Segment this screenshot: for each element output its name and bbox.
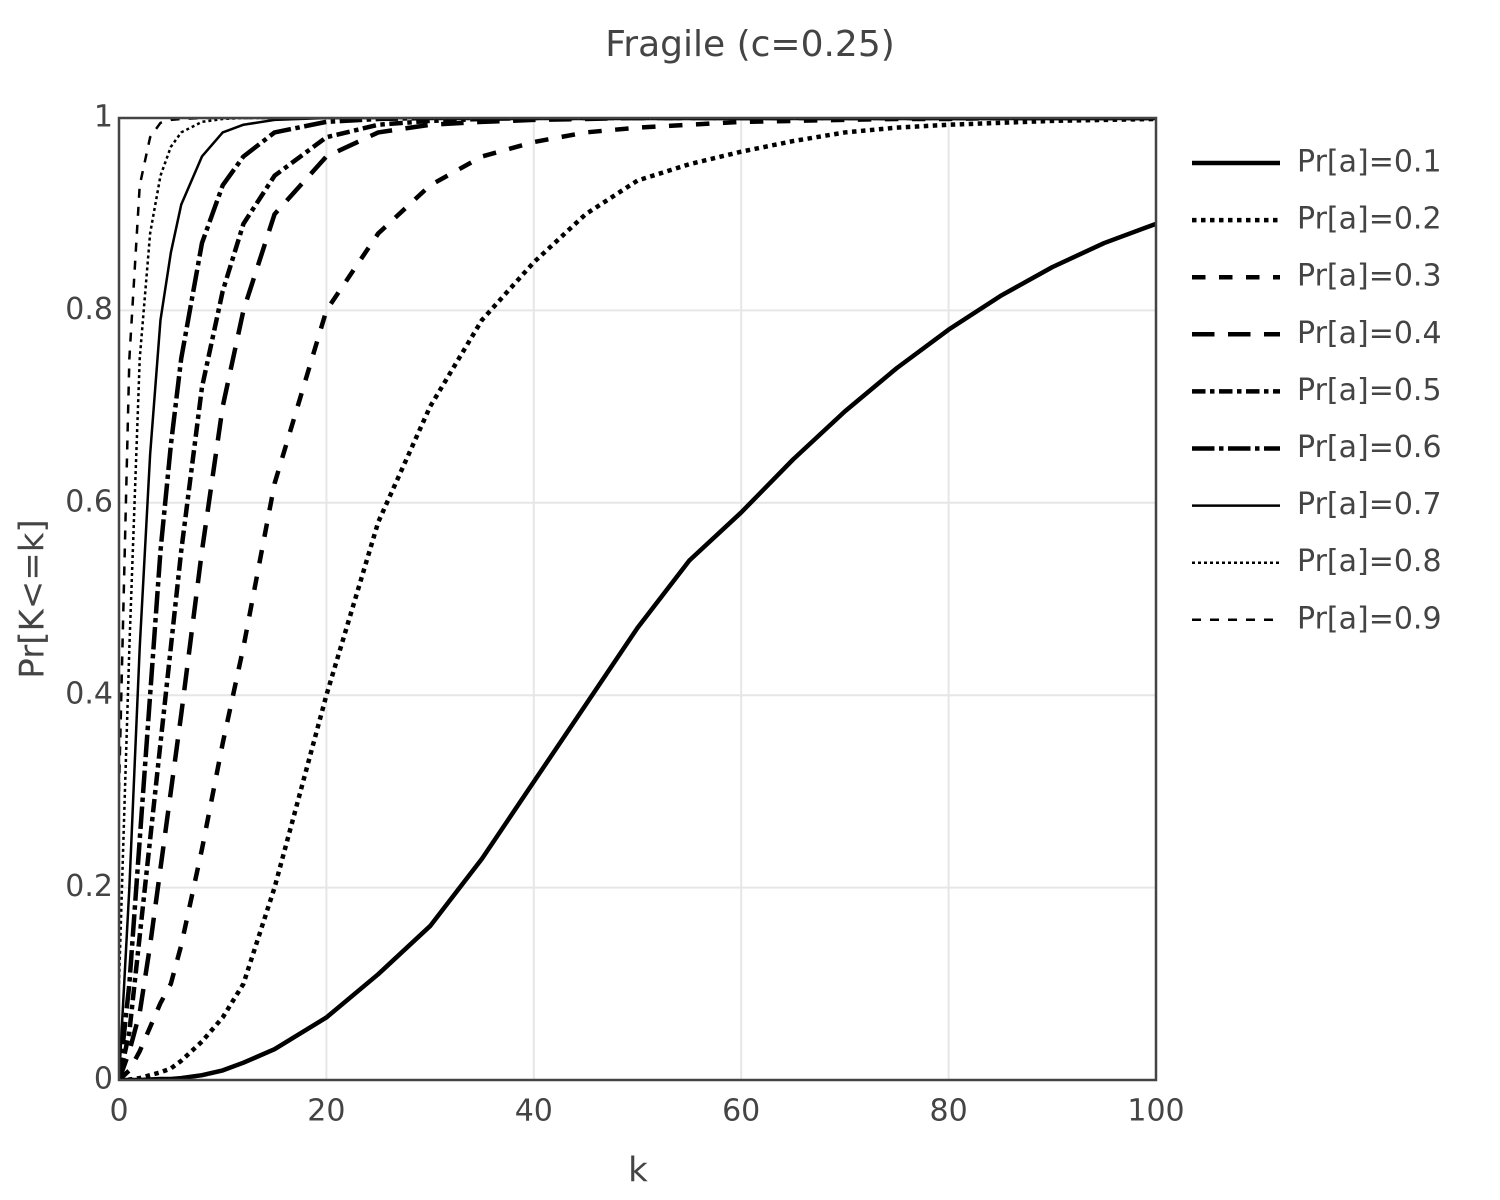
plot-frame xyxy=(117,116,1158,1082)
series-line xyxy=(119,118,1156,984)
chart-title: Fragile (c=0.25) xyxy=(605,24,895,65)
y-tick-label: 0.2 xyxy=(65,869,113,904)
y-tick-label: 0.6 xyxy=(65,484,113,519)
legend-label[interactable]: Pr[a]=0.8 xyxy=(1297,544,1442,579)
legend-label[interactable]: Pr[a]=0.7 xyxy=(1297,487,1442,522)
series-line xyxy=(119,118,1156,1080)
y-tick-label: 0 xyxy=(94,1062,113,1097)
series-line xyxy=(119,118,1156,1080)
legend-label[interactable]: Pr[a]=0.3 xyxy=(1297,259,1442,294)
legend-label[interactable]: Pr[a]=0.2 xyxy=(1297,202,1442,237)
x-axis-label: k xyxy=(628,1151,648,1191)
series-line xyxy=(119,118,1156,1080)
y-tick-label: 0.8 xyxy=(65,292,113,327)
x-tick-label: 0 xyxy=(109,1094,128,1129)
legend-label[interactable]: Pr[a]=0.9 xyxy=(1297,601,1442,636)
series-line xyxy=(119,118,1156,1080)
x-tick-label: 80 xyxy=(930,1094,968,1129)
x-tick-label: 20 xyxy=(307,1094,345,1129)
legend-label[interactable]: Pr[a]=0.1 xyxy=(1297,145,1442,180)
x-tick-label: 100 xyxy=(1127,1094,1184,1129)
y-axis-label: Pr[K<=k] xyxy=(13,519,53,678)
x-tick-label: 40 xyxy=(515,1094,553,1129)
y-tick-label: 0.4 xyxy=(65,677,113,712)
legend-label[interactable]: Pr[a]=0.4 xyxy=(1297,316,1442,351)
series-line xyxy=(119,118,1156,1080)
series-line xyxy=(119,118,1156,1080)
series-line xyxy=(119,221,1156,1080)
legend-label[interactable]: Pr[a]=0.6 xyxy=(1297,430,1442,465)
x-tick-label: 60 xyxy=(722,1094,760,1129)
legend-label[interactable]: Pr[a]=0.5 xyxy=(1297,373,1442,408)
y-tick-label: 1 xyxy=(94,100,113,135)
